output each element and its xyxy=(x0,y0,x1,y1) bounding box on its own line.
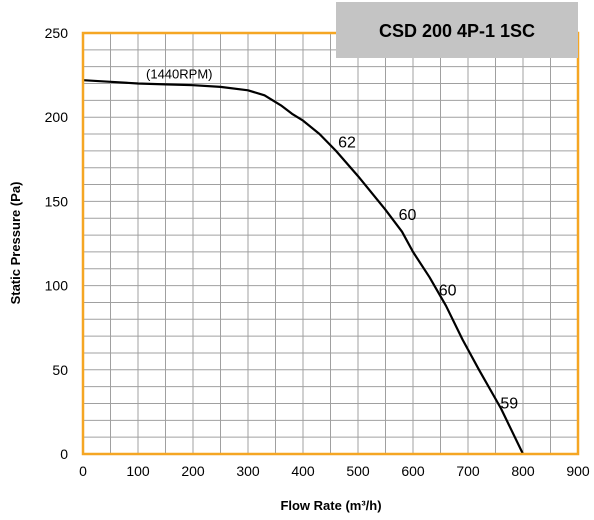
efficiency-label: 59 xyxy=(500,396,518,413)
y-tick-label: 200 xyxy=(45,109,69,125)
x-tick-label: 700 xyxy=(456,463,480,479)
title-box xyxy=(336,2,578,58)
x-tick-label: 900 xyxy=(566,463,590,479)
chart-title: CSD 200 4P-1 1SC xyxy=(379,21,535,41)
x-tick-label: 100 xyxy=(126,463,150,479)
x-axis-label: Flow Rate (m³/h) xyxy=(280,498,381,513)
x-tick-label: 200 xyxy=(181,463,205,479)
curve-annotations: (1440RPM) 62 60 60 59 xyxy=(146,66,518,412)
plot-frame xyxy=(81,31,580,456)
efficiency-label: 62 xyxy=(338,135,356,152)
y-tick-label: 100 xyxy=(45,278,69,294)
x-tick-labels: 0 100 200 300 400 500 600 700 800 900 xyxy=(79,463,590,479)
y-tick-label: 250 xyxy=(45,25,69,41)
pressure-flow-curve xyxy=(82,79,524,455)
y-tick-labels: 0 50 100 150 200 250 xyxy=(45,25,69,462)
x-tick-label: 800 xyxy=(511,463,535,479)
x-tick-label: 600 xyxy=(401,463,425,479)
y-tick-label: 50 xyxy=(52,362,68,378)
y-axis-label: Static Pressure (Pa) xyxy=(8,182,23,305)
y-tick-label: 0 xyxy=(60,446,68,462)
efficiency-label: 60 xyxy=(399,207,417,224)
efficiency-label: 60 xyxy=(439,283,457,300)
x-tick-label: 500 xyxy=(346,463,370,479)
y-tick-label: 150 xyxy=(45,193,69,209)
x-tick-label: 0 xyxy=(79,463,87,479)
x-tick-label: 300 xyxy=(236,463,260,479)
rpm-label: (1440RPM) xyxy=(146,66,212,81)
x-tick-label: 400 xyxy=(291,463,315,479)
grid-lines xyxy=(83,33,578,454)
